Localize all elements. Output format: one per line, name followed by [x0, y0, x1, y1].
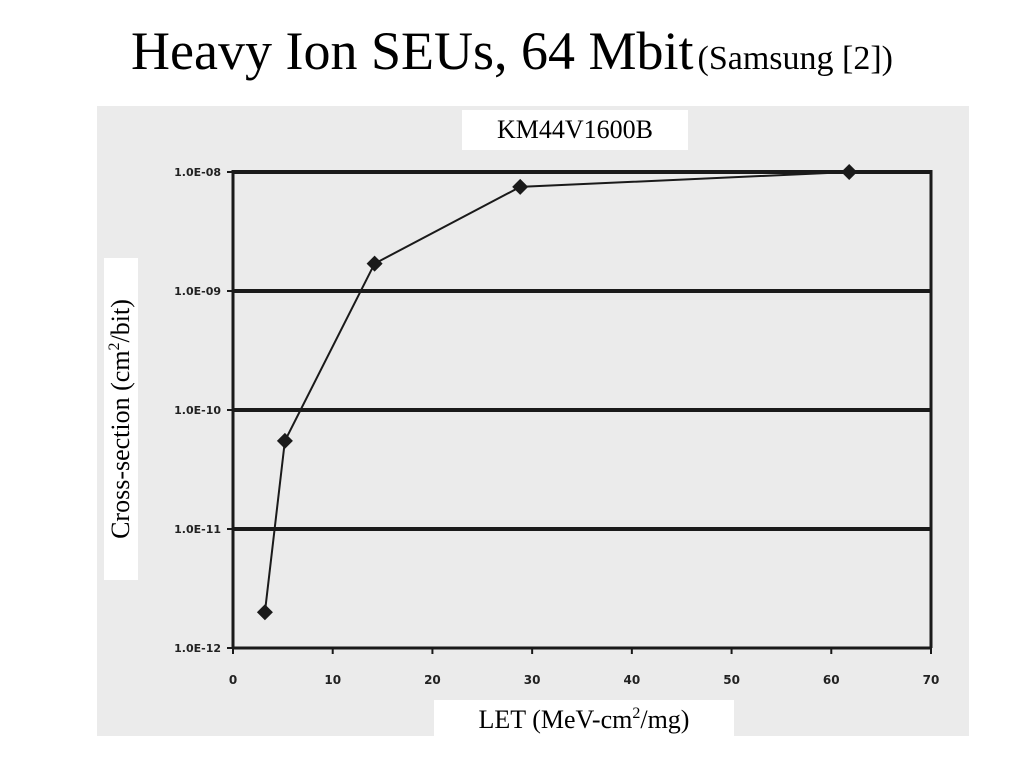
y-tick-label: 1.0E-09	[174, 285, 221, 298]
y-axis-label-unit: /bit)	[106, 299, 135, 343]
data-point-marker	[841, 164, 858, 180]
chart-title: KM44V1600B	[462, 110, 688, 150]
y-tick-label: 1.0E-12	[174, 642, 221, 655]
data-point-marker	[276, 432, 293, 449]
x-axis-label-unit: /mg)	[640, 705, 690, 734]
x-tick-label: 50	[723, 673, 740, 687]
x-axis-label: LET (MeV-cm2/mg)	[434, 700, 734, 740]
series-layer	[256, 164, 858, 621]
slide-title-main: Heavy Ion SEUs, 64 Mbit	[131, 21, 694, 81]
data-point-marker	[366, 255, 383, 272]
x-tick-label: 20	[424, 673, 441, 687]
y-axis-label-exponent: 2	[106, 342, 123, 351]
x-tick-label: 40	[624, 673, 641, 687]
y-axis-label: Cross-section (cm2/bit)	[106, 299, 136, 539]
x-tick-label: 60	[823, 673, 840, 687]
x-tick-label: 70	[923, 673, 940, 687]
x-tick-label: 30	[524, 673, 541, 687]
data-point-marker	[512, 178, 529, 195]
x-axis-label-main: LET (MeV-cm	[478, 705, 633, 734]
chart-scan-background	[97, 106, 969, 736]
tick-label-layer: 1.0E-08 1.0E-09 1.0E-10 1.0E-11 1.0E-12 0 10 20…	[174, 166, 939, 687]
series-line	[263, 171, 850, 613]
y-tick-label: 1.0E-08	[174, 166, 221, 179]
data-point-marker	[256, 604, 273, 621]
slide-title-source: (Samsung [2])	[697, 40, 893, 77]
y-axis-label-main: Cross-section (cm	[106, 350, 135, 539]
y-tick-label: 1.0E-10	[174, 404, 221, 417]
y-axis-label-box	[104, 258, 138, 580]
x-tick-label: 10	[324, 673, 341, 687]
x-tick-label: 0	[229, 673, 237, 687]
grid-layer	[233, 170, 931, 531]
y-tick-label: 1.0E-11	[174, 523, 221, 536]
x-axis-label-exponent: 2	[632, 705, 641, 722]
slide-title: Heavy Ion SEUs, 64 Mbit (Samsung [2])	[0, 20, 1024, 82]
